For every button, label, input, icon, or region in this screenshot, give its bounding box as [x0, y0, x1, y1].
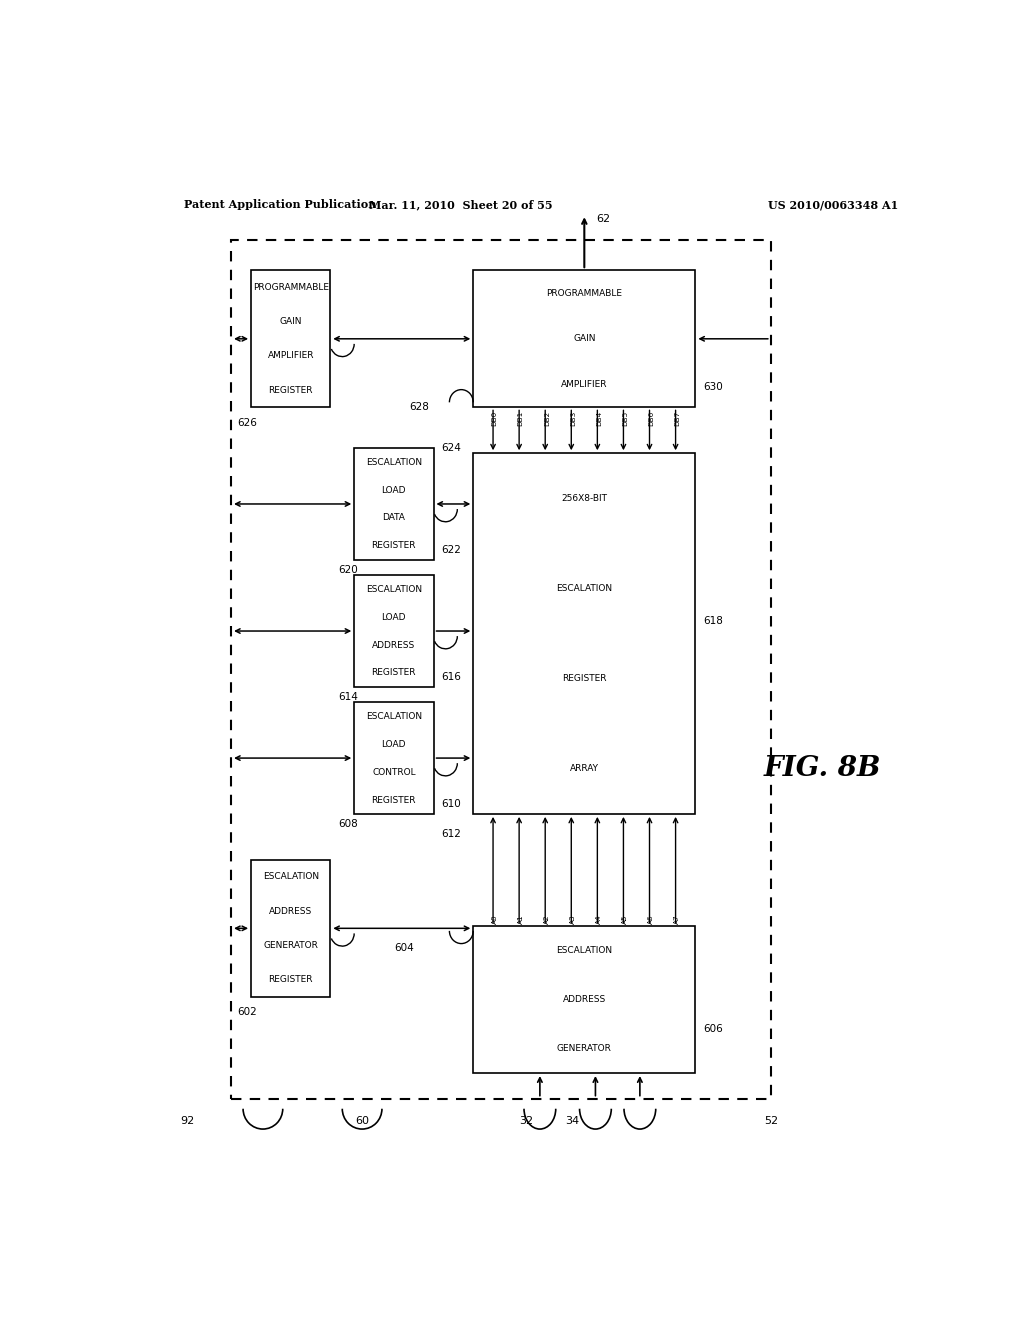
Text: Mar. 11, 2010  Sheet 20 of 55: Mar. 11, 2010 Sheet 20 of 55: [370, 199, 553, 210]
Bar: [231, 240, 771, 1098]
Text: 622: 622: [441, 545, 462, 554]
Text: GENERATOR: GENERATOR: [263, 941, 318, 950]
Text: A1: A1: [518, 915, 523, 924]
Text: 624: 624: [441, 444, 462, 453]
Text: REGISTER: REGISTER: [372, 668, 416, 677]
Text: 618: 618: [703, 615, 723, 626]
Text: 34: 34: [565, 1115, 580, 1126]
Text: DB6: DB6: [648, 411, 654, 426]
Text: FIG. 8B: FIG. 8B: [764, 755, 881, 781]
Text: 608: 608: [338, 818, 358, 829]
Text: A2: A2: [544, 915, 550, 924]
Text: DB4: DB4: [596, 411, 602, 426]
Text: LOAD: LOAD: [382, 739, 407, 748]
Text: A0: A0: [492, 915, 498, 924]
Text: GENERATOR: GENERATOR: [557, 1044, 611, 1053]
Text: REGISTER: REGISTER: [268, 385, 313, 395]
Text: Patent Application Publication: Patent Application Publication: [183, 199, 376, 210]
Bar: [251, 271, 331, 408]
Text: 616: 616: [441, 672, 462, 681]
Text: ADDRESS: ADDRESS: [563, 995, 606, 1005]
Text: A3: A3: [570, 915, 575, 924]
Text: ESCALATION: ESCALATION: [262, 873, 318, 882]
Bar: [354, 447, 433, 560]
Text: A6: A6: [648, 915, 654, 924]
Text: ADDRESS: ADDRESS: [269, 907, 312, 916]
Text: ESCALATION: ESCALATION: [366, 711, 422, 721]
Text: LOAD: LOAD: [382, 612, 407, 622]
Bar: [354, 576, 433, 686]
Text: DB5: DB5: [622, 411, 628, 426]
Text: ESCALATION: ESCALATION: [366, 585, 422, 594]
Text: A5: A5: [622, 915, 628, 924]
Text: 606: 606: [703, 1024, 723, 1035]
Text: PROGRAMMABLE: PROGRAMMABLE: [547, 289, 623, 297]
Text: US 2010/0063348 A1: US 2010/0063348 A1: [768, 199, 898, 210]
Text: 628: 628: [410, 403, 430, 412]
Text: ARRAY: ARRAY: [569, 764, 599, 774]
Text: 630: 630: [703, 381, 723, 392]
Bar: [354, 702, 433, 814]
Text: GAIN: GAIN: [280, 317, 302, 326]
Text: REGISTER: REGISTER: [372, 796, 416, 804]
Text: ESCALATION: ESCALATION: [366, 458, 422, 466]
Text: 256X8-BIT: 256X8-BIT: [561, 494, 607, 503]
Text: DB0: DB0: [492, 411, 498, 426]
Text: DATA: DATA: [382, 513, 406, 523]
Text: CONTROL: CONTROL: [372, 767, 416, 776]
Text: 60: 60: [355, 1115, 369, 1126]
Text: 604: 604: [394, 942, 414, 953]
Text: A4: A4: [596, 915, 602, 924]
Bar: [473, 453, 695, 814]
Text: REGISTER: REGISTER: [562, 675, 606, 684]
Text: 32: 32: [519, 1115, 534, 1126]
Text: 92: 92: [180, 1115, 195, 1126]
Text: DB3: DB3: [570, 411, 575, 426]
Bar: [473, 271, 695, 408]
Text: REGISTER: REGISTER: [372, 541, 416, 550]
Text: DB1: DB1: [518, 411, 523, 426]
Text: A7: A7: [674, 915, 680, 924]
Text: ESCALATION: ESCALATION: [556, 583, 612, 593]
Bar: [473, 925, 695, 1073]
Text: 620: 620: [338, 565, 358, 576]
Text: AMPLIFIER: AMPLIFIER: [561, 380, 607, 389]
Text: 626: 626: [238, 417, 257, 428]
Text: 610: 610: [441, 799, 461, 809]
Text: DB7: DB7: [674, 411, 680, 426]
Text: 52: 52: [764, 1115, 778, 1126]
Text: REGISTER: REGISTER: [268, 975, 313, 985]
Text: 614: 614: [338, 692, 358, 702]
Text: PROGRAMMABLE: PROGRAMMABLE: [253, 282, 329, 292]
Text: ESCALATION: ESCALATION: [556, 946, 612, 954]
Text: GAIN: GAIN: [573, 334, 596, 343]
Text: 612: 612: [441, 829, 462, 840]
Text: 602: 602: [238, 1007, 257, 1018]
Text: AMPLIFIER: AMPLIFIER: [267, 351, 314, 360]
Bar: [251, 859, 331, 997]
Text: 62: 62: [596, 214, 610, 224]
Text: ADDRESS: ADDRESS: [373, 640, 416, 649]
Text: DB2: DB2: [544, 411, 550, 426]
Text: LOAD: LOAD: [382, 486, 407, 495]
